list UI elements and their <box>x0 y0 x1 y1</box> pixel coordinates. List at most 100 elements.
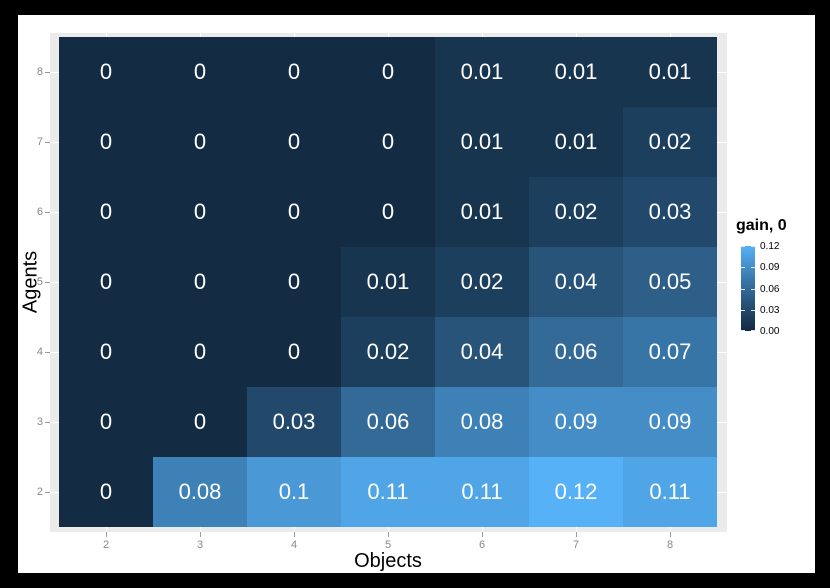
cell-value: 0.12 <box>554 479 598 504</box>
cell-value: 0.11 <box>461 479 503 504</box>
plot-card: 0 0 0 0 0.01 0.01 0.01 0 0 0 0 0.01 0.01 0.02 0 0 0 0 0.01… <box>18 15 815 573</box>
heatmap-cell: 0.07 <box>623 317 717 387</box>
heatmap-cell: 0.12 <box>529 457 623 527</box>
gridline-stub <box>388 33 389 37</box>
legend-colorbar-tick <box>751 330 755 331</box>
heatmap-cell: 0.04 <box>529 247 623 317</box>
heatmap-cell: 0 <box>59 37 153 107</box>
y-tick-label: 3 <box>36 416 43 428</box>
cell-value: 0 <box>381 59 395 84</box>
y-axis-tick <box>45 492 50 493</box>
heatmap-cell: 0 <box>247 317 341 387</box>
cell-value: 0 <box>287 339 301 364</box>
cell-value: 0.04 <box>460 339 504 364</box>
legend-title: gain, 0 <box>736 217 787 234</box>
legend-colorbar-tick <box>741 246 745 247</box>
cell-value: 0.11 <box>649 479 691 504</box>
cell-value: 0.08 <box>460 409 504 434</box>
gridline-stub <box>717 492 727 493</box>
y-axis-tick <box>45 422 50 423</box>
heatmap-cell: 0 <box>153 107 247 177</box>
heatmap-cell: 0 <box>59 387 153 457</box>
gridline-stub <box>576 527 577 532</box>
cell-value: 0 <box>99 269 113 294</box>
cell-value: 0.01 <box>366 269 410 294</box>
heatmap-cell: 0.1 <box>247 457 341 527</box>
cell-value: 0.01 <box>554 59 598 84</box>
heatmap-cell: 0.06 <box>341 387 435 457</box>
legend-colorbar-tick <box>741 309 745 311</box>
gridline-stub <box>294 527 295 532</box>
heatmap-cell: 0.11 <box>623 457 717 527</box>
gridline-stub <box>717 422 727 423</box>
x-axis-tick <box>670 532 671 537</box>
x-axis-title: Objects <box>354 550 422 572</box>
y-axis-tick <box>45 72 50 73</box>
cell-value: 0 <box>287 199 301 224</box>
y-tick-label: 2 <box>36 486 43 498</box>
x-axis-tick <box>106 532 107 537</box>
cell-value: 0 <box>193 269 207 294</box>
heatmap-cell: 0.01 <box>435 37 529 107</box>
heatmap-cell: 0.02 <box>623 107 717 177</box>
gridline-stub <box>50 352 59 353</box>
heatmap-cell: 0.08 <box>153 457 247 527</box>
cell-value: 0 <box>287 59 301 84</box>
cell-value: 0.03 <box>272 409 316 434</box>
cell-value: 0.01 <box>554 129 598 154</box>
gridline-stub <box>482 527 483 532</box>
legend-colorbar <box>741 246 755 331</box>
gridline-stub <box>50 492 59 493</box>
y-tick-label: 6 <box>36 206 43 218</box>
heatmap-cell: 0 <box>247 107 341 177</box>
heatmap-cell: 0 <box>153 177 247 247</box>
cell-value: 0 <box>193 409 207 434</box>
heatmap-cell: 0.01 <box>435 107 529 177</box>
legend-colorbar-tick <box>741 330 745 331</box>
heatmap-cell: 0 <box>341 107 435 177</box>
x-tick-label: 2 <box>102 539 110 551</box>
cell-value: 0.01 <box>460 59 504 84</box>
heatmap-cell: 0.09 <box>623 387 717 457</box>
heatmap-cell: 0 <box>153 387 247 457</box>
heatmap-cell: 0 <box>59 107 153 177</box>
heatmap-cell: 0.01 <box>529 37 623 107</box>
x-tick-label: 6 <box>478 539 486 551</box>
x-tick-label: 4 <box>290 539 298 551</box>
gridline-stub <box>670 33 671 37</box>
cell-value: 0.08 <box>178 479 222 504</box>
x-axis-tick <box>294 532 295 537</box>
gridline-stub <box>717 142 727 143</box>
cell-value: 0.05 <box>648 269 692 294</box>
cell-value: 0.02 <box>366 339 410 364</box>
gridline-stub <box>200 33 201 37</box>
cell-value: 0 <box>287 269 301 294</box>
heatmap-cell: 0.01 <box>623 37 717 107</box>
heatmap-cell: 0 <box>59 247 153 317</box>
cell-value: 0.03 <box>648 199 692 224</box>
legend-colorbar-tick <box>751 309 755 311</box>
gridline-stub <box>388 527 389 532</box>
cell-value: 0 <box>99 59 113 84</box>
cell-value: 0.01 <box>460 199 504 224</box>
heatmap-cell: 0 <box>153 37 247 107</box>
cell-value: 0 <box>99 129 113 154</box>
legend-colorbar-tick <box>751 288 755 290</box>
gridline-stub <box>106 527 107 532</box>
heatmap-cell: 0.08 <box>435 387 529 457</box>
heatmap-cell: 0.09 <box>529 387 623 457</box>
x-axis-tick <box>482 532 483 537</box>
cell-value: 0 <box>381 129 395 154</box>
y-axis-tick <box>45 282 50 283</box>
heatmap-cell: 0 <box>341 177 435 247</box>
cell-value: 0.02 <box>648 129 692 154</box>
heatmap-cell: 0.02 <box>529 177 623 247</box>
y-axis-tick <box>45 142 50 143</box>
cell-value: 0.07 <box>648 339 692 364</box>
cell-value: 0 <box>193 129 207 154</box>
legend-colorbar-tick <box>741 267 745 269</box>
cell-value: 0.02 <box>460 269 504 294</box>
x-tick-label: 8 <box>666 539 674 551</box>
gridline-stub <box>50 72 59 73</box>
heatmap-cell: 0.11 <box>341 457 435 527</box>
